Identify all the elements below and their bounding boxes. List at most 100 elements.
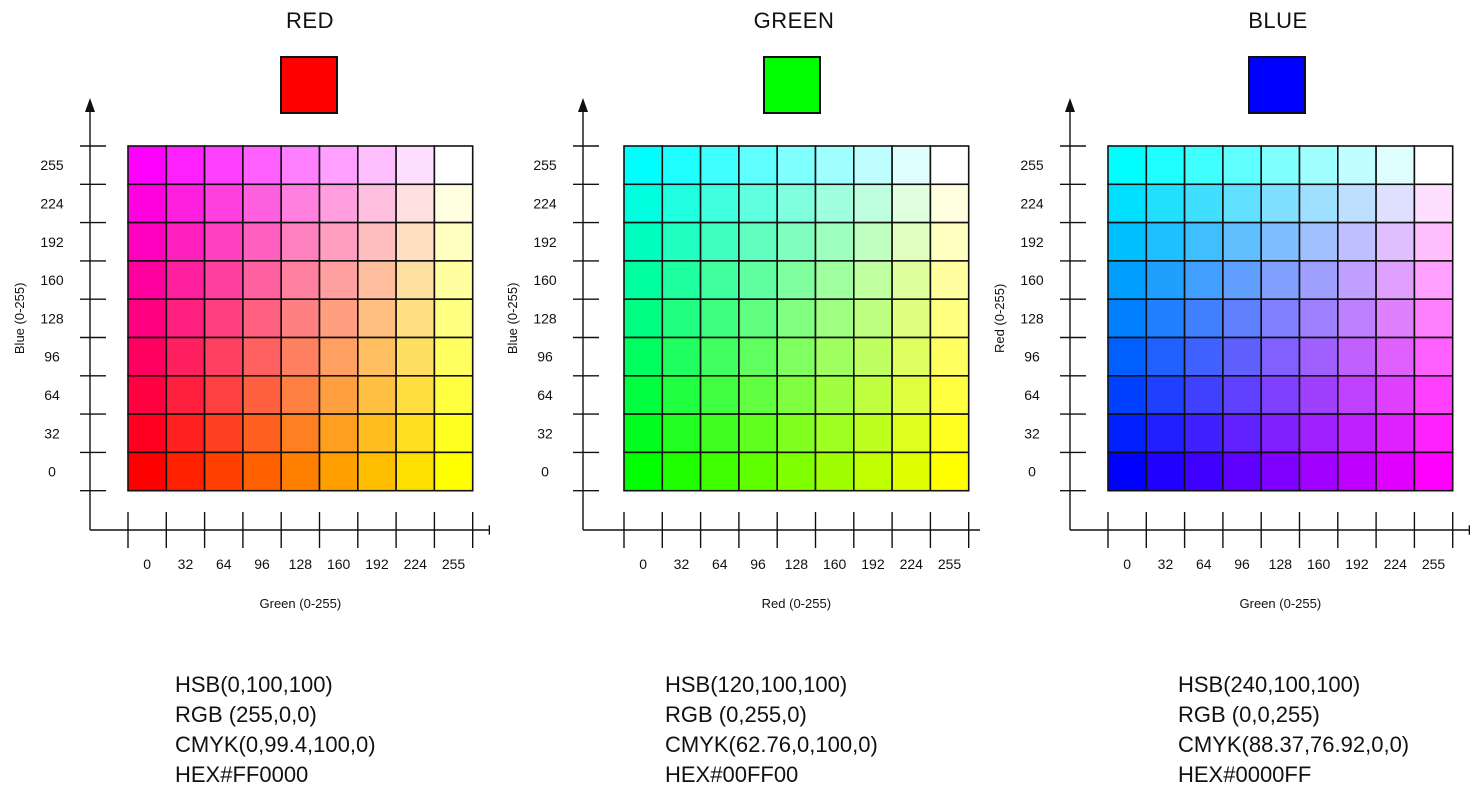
- grid-cell: [738, 374, 778, 415]
- grid-cell: [127, 451, 168, 492]
- grid-cell: [395, 336, 436, 377]
- grid-cell: [203, 221, 244, 262]
- grid-cell: [814, 336, 855, 377]
- grid-cell: [127, 183, 168, 224]
- grid-cell: [280, 374, 321, 415]
- hsb-value: HSB(240,100,100): [1178, 672, 1361, 697]
- grid-cell: [1336, 260, 1377, 300]
- panel-title: BLUE: [1248, 8, 1308, 33]
- grid-cell: [1298, 451, 1339, 492]
- grid-cell: [395, 145, 436, 186]
- y-tick-label: 96: [1024, 349, 1040, 365]
- color-grid-chart: 0 32 64 96 128 160 192 224 255 0 32 64 96 128 160 192 22…: [992, 98, 1470, 611]
- grid-cell: [1145, 298, 1186, 339]
- x-tick-label: 128: [289, 556, 313, 572]
- grid-cell: [1375, 374, 1416, 415]
- panel-title: RED: [286, 8, 334, 33]
- grid-cell: [814, 374, 855, 415]
- x-tick-label: 128: [1269, 556, 1293, 572]
- grid-cell: [242, 298, 282, 339]
- grid-cell: [1298, 221, 1339, 262]
- cmyk-value: CMYK(88.37,76.92,0,0): [1178, 732, 1410, 757]
- grid-cell: [1107, 451, 1148, 492]
- grid-cell: [623, 221, 664, 262]
- grid-cell: [623, 374, 664, 415]
- y-tick-label: 160: [1020, 272, 1044, 288]
- color-grid-chart: 0 32 64 96 128 160 192 224 255 0 32 64 96 128 160 192 22…: [505, 98, 980, 611]
- grid-cell: [929, 451, 970, 492]
- y-tick-label: 160: [533, 272, 557, 288]
- grid-cell: [165, 221, 206, 262]
- grid-cell: [356, 413, 397, 454]
- x-tick-label: 255: [1422, 556, 1446, 572]
- grid-cell: [203, 374, 244, 415]
- grid-cell: [165, 145, 206, 186]
- grid-cell: [661, 413, 702, 454]
- grid-cell: [203, 413, 244, 454]
- grid-cell: [318, 145, 359, 186]
- grid-cell: [242, 183, 282, 224]
- grid-cell: [623, 145, 664, 186]
- grid-cell: [738, 221, 778, 262]
- grid-cell: [1298, 413, 1339, 454]
- y-tick-label: 0: [541, 464, 549, 480]
- grid-cell: [1145, 336, 1186, 377]
- grid-cell: [699, 298, 740, 339]
- grid-cell: [776, 336, 817, 377]
- grid-cell: [1260, 260, 1301, 300]
- x-tick-label: 224: [1384, 556, 1408, 572]
- grid-cell: [165, 336, 206, 377]
- y-tick-label: 192: [1020, 234, 1044, 250]
- grid-cell: [1336, 145, 1377, 186]
- grid-cell: [1336, 374, 1377, 415]
- grid-cell: [1413, 145, 1454, 186]
- grid-cell: [280, 221, 321, 262]
- x-tick-label: 0: [639, 556, 647, 572]
- panel-blue: BLUE 0 32 64 96 128 160 192 224 255 0 32 64 96 128 160…: [980, 0, 1470, 799]
- color-values: HSB(120,100,100) RGB (0,255,0) CMYK(62.7…: [665, 670, 878, 790]
- grid-cell: [661, 298, 702, 339]
- grid-cell: [1298, 260, 1339, 300]
- y-tick-label: 128: [1020, 310, 1044, 326]
- grid-cell: [929, 413, 970, 454]
- rgb-value: RGB (0,0,255): [1178, 702, 1320, 727]
- y-axis-arrow: [1065, 98, 1075, 112]
- grid-cell: [814, 298, 855, 339]
- grid-cell: [242, 260, 282, 300]
- grid-cell: [280, 260, 321, 300]
- y-tick-label: 128: [40, 310, 64, 326]
- color-grid-chart: 0 32 64 96 128 160 192 224 255 0 32 64 96 128 160 192 22…: [12, 98, 490, 611]
- grid-cell: [929, 183, 970, 224]
- grid-cell: [1260, 413, 1301, 454]
- grid-cell: [203, 145, 244, 186]
- grid-cell: [127, 145, 168, 186]
- x-tick-label: 255: [442, 556, 466, 572]
- y-tick-label: 0: [1028, 464, 1036, 480]
- grid-cell: [1183, 451, 1224, 492]
- grid-cell: [738, 183, 778, 224]
- y-axis-label: Blue (0-255): [12, 283, 27, 355]
- grid-cell: [852, 413, 893, 454]
- x-tick-label: 128: [785, 556, 809, 572]
- grid-cell: [623, 451, 664, 492]
- hex-value: HEX#FF0000: [175, 762, 309, 787]
- color-values: HSB(0,100,100) RGB (255,0,0) CMYK(0,99.4…: [175, 670, 376, 790]
- x-axis-label: Green (0-255): [1240, 596, 1322, 611]
- color-swatch: [280, 56, 338, 114]
- grid-cell: [891, 298, 932, 339]
- grid-cell: [1145, 413, 1186, 454]
- grid-cell: [1375, 145, 1416, 186]
- grid-cell: [1298, 298, 1339, 339]
- grid-cell: [929, 298, 970, 339]
- y-tick-label: 96: [44, 349, 60, 365]
- grid-cell: [127, 413, 168, 454]
- grid-cell: [891, 374, 932, 415]
- y-tick-label: 128: [533, 310, 557, 326]
- grid-cell: [318, 183, 359, 224]
- grid-cell: [1183, 145, 1224, 186]
- grid-cell: [814, 183, 855, 224]
- grid-cell: [318, 260, 359, 300]
- y-tick-label: 192: [40, 234, 64, 250]
- grid-cell: [1260, 336, 1301, 377]
- grid-cell: [891, 336, 932, 377]
